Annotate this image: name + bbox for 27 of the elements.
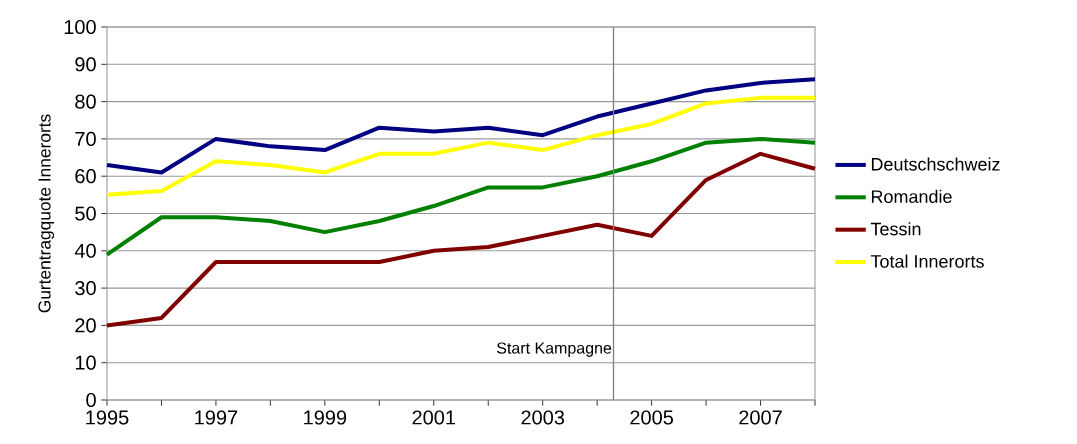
y-axis-title: Gurtentragquote Innerorts — [38, 114, 55, 313]
x-tick-label: 1997 — [195, 410, 238, 425]
y-tick-label: 40 — [74, 243, 96, 258]
line-series — [105, 77, 818, 175]
y-tick-label: 90 — [75, 57, 96, 72]
y-tick-label: 0 — [86, 392, 96, 408]
x-tick-label: 1995 — [86, 410, 129, 425]
y-tick-label: 20 — [75, 318, 96, 333]
ref-line-label: Start Kampagne — [497, 342, 612, 357]
y-tick-label: 70 — [75, 131, 96, 146]
line-series — [105, 95, 818, 197]
y-tick-label: 60 — [75, 169, 96, 184]
y-tick-label: 100 — [64, 19, 96, 35]
x-tick-label: 2005 — [630, 410, 674, 425]
legend-label: Tessin — [870, 222, 921, 236]
y-tick-label: 50 — [75, 206, 96, 221]
legend-label: Deutschschweiz — [871, 157, 1000, 171]
y-tick-label: 30 — [75, 281, 96, 296]
y-tick-label: 10 — [75, 355, 96, 370]
x-tick-label: 2001 — [412, 410, 456, 425]
x-tick-label: 2003 — [521, 410, 565, 425]
x-tick-label: 2007 — [739, 410, 782, 425]
legend-label: Total Innerorts — [870, 254, 984, 268]
legend-label: Romandie — [871, 189, 952, 203]
line-series — [105, 136, 818, 257]
x-tick-label: 1999 — [304, 410, 347, 425]
y-tick-label: 80 — [75, 94, 96, 109]
